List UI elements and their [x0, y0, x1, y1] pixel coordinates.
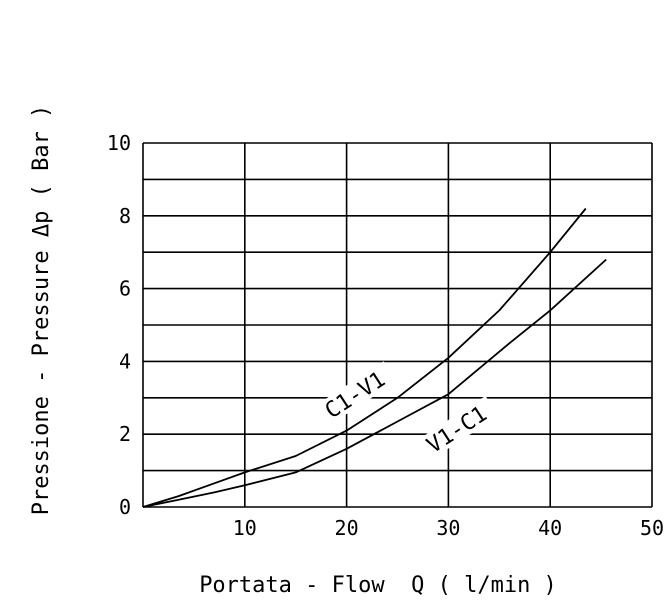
x-tick-label: 40 [538, 516, 562, 540]
x-axis-title: Portata - Flow Q ( l/min ) [199, 573, 557, 598]
series-label-bg [312, 361, 397, 428]
y-tick-label: 10 [107, 131, 131, 155]
series-label-bg [414, 395, 499, 463]
x-tick-label: 10 [233, 516, 257, 540]
x-tick-label: 20 [335, 516, 359, 540]
y-tick-label: 2 [119, 422, 131, 446]
y-tick-label: 0 [119, 495, 131, 519]
tick-labels: 0 2 4 6 8 10 10 20 30 40 50 [107, 131, 664, 540]
x-tick-label: 30 [436, 516, 460, 540]
series-label: V1-C1 [423, 402, 492, 459]
series-line-2 [142, 258, 607, 508]
series-line-1 [142, 207, 587, 508]
y-tick-label: 8 [119, 204, 131, 228]
y-axis-title: Pressione - Pressure Δp ( Bar ) [29, 105, 54, 516]
series-lines: C1-V1 V1-C1 [142, 207, 607, 508]
x-tick-label: 50 [640, 516, 664, 540]
series-label: C1-V1 [321, 367, 390, 424]
series-label-group: C1-V1 [312, 361, 397, 428]
y-tick-label: 6 [119, 277, 131, 301]
grid [142, 142, 653, 508]
y-tick-label: 4 [119, 349, 131, 373]
